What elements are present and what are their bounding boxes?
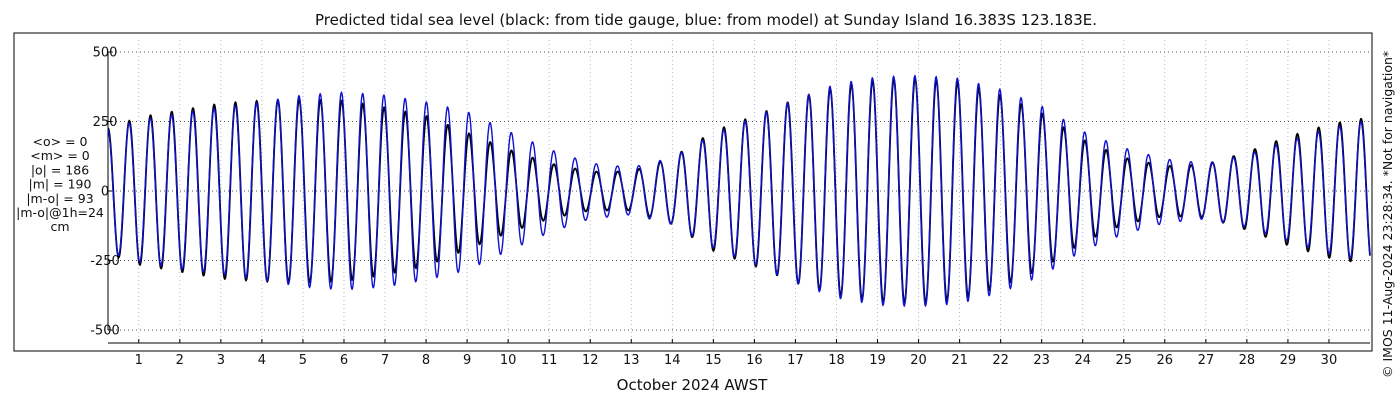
x-tick-label-23: 24 [1074,353,1091,368]
x-tick-label-19: 20 [910,353,927,368]
x-tick-label-2: 3 [217,353,225,368]
stat-line-0: <o> = 0 [33,134,88,149]
stats-panel: <o> = 0<m> = 0|o| = 186|m| = 190|m-o| = … [16,134,104,234]
y-tick-label-2: 0 [101,185,109,200]
x-tick-label-27: 28 [1239,353,1256,368]
x-tick-label-8: 9 [463,353,471,368]
x-tick-label-5: 6 [340,353,348,368]
y-tick-label-4: -500 [90,324,120,339]
x-axis-label: October 2024 AWST [617,376,769,394]
x-tick-label-9: 10 [500,353,517,368]
x-tick-label-20: 21 [951,353,968,368]
chart-title: Predicted tidal sea level (black: from t… [315,11,1097,29]
x-tick-label-6: 7 [381,353,389,368]
y-tick-label-1: 250 [93,115,118,130]
x-tick-label-24: 25 [1115,353,1132,368]
outer-plot-frame [13,32,1373,352]
x-axis: 1 2 3 4 5 6 7 8 9 10 11 12 13 14 15 16 17 18 19 20 21 22 23 24 2… [108,339,1370,368]
x-tick-label-4: 5 [299,353,307,368]
x-tick-label-22: 23 [1033,353,1050,368]
stat-line-6: cm [50,219,69,234]
x-tick-label-15: 16 [746,353,763,368]
x-tick-label-17: 18 [828,353,845,368]
x-tick-label-28: 29 [1280,353,1297,368]
x-tick-label-1: 2 [176,353,184,368]
x-tick-label-25: 26 [1157,353,1174,368]
x-tick-label-29: 30 [1321,353,1338,368]
x-tick-label-13: 14 [664,353,681,368]
stat-line-1: <m> = 0 [30,148,90,163]
x-tick-label-26: 27 [1198,353,1215,368]
y-tick-label-3: -250 [90,254,120,269]
x-tick-label-7: 8 [422,353,430,368]
y-axis: 500 250 0 -250 -500 [90,46,120,339]
stat-line-5: |m-o|@1h=24 [16,205,104,220]
x-tick-label-18: 19 [869,353,886,368]
stat-line-2: |o| = 186 [31,162,89,177]
series-line-model [107,74,1371,308]
x-tick-label-11: 12 [582,353,599,368]
x-tick-label-12: 13 [623,353,640,368]
y-tick-label-0: 500 [93,46,118,61]
x-tick-label-14: 15 [705,353,722,368]
credit-text: © IMOS 11-Aug-2024 23:28:34. *Not for na… [1380,51,1395,378]
x-tick-label-0: 1 [135,353,143,368]
x-tick-label-3: 4 [258,353,266,368]
x-tick-label-16: 17 [787,353,804,368]
series-lines [107,74,1371,308]
x-tick-label-10: 11 [541,353,558,368]
stat-line-3: |m| = 190 [29,177,92,192]
x-tick-label-21: 22 [992,353,1009,368]
stat-line-4: |m-o| = 93 [26,191,93,206]
